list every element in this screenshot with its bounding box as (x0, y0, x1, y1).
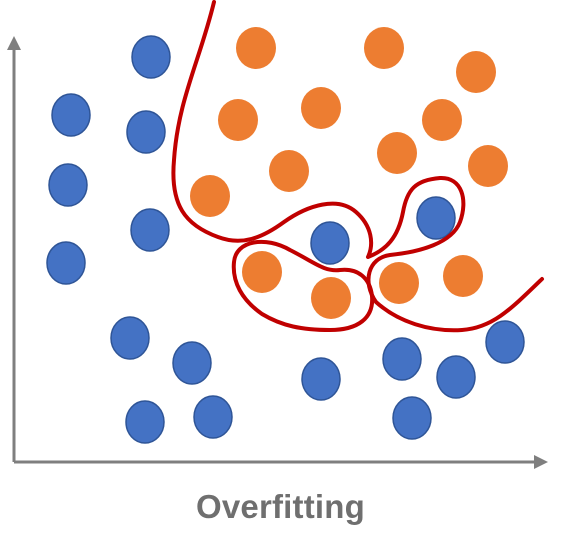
blue-point (310, 221, 350, 265)
blue-point (46, 241, 86, 285)
blue-point (485, 320, 525, 364)
orange-point (311, 277, 351, 319)
blue-point (392, 396, 432, 440)
blue-point (382, 337, 422, 381)
x-axis-arrow (534, 455, 548, 469)
y-axis-arrow (7, 36, 21, 50)
orange-point (379, 262, 419, 304)
blue-point (130, 208, 170, 252)
blue-point (131, 35, 171, 79)
orange-point (242, 251, 282, 293)
blue-point (416, 196, 456, 240)
blue-point (126, 110, 166, 154)
boundary-main-curve (171, 0, 544, 333)
orange-point (218, 99, 258, 141)
orange-point (377, 132, 417, 174)
class-a-points (46, 35, 525, 444)
orange-point (456, 51, 496, 93)
decision-boundary (171, 0, 544, 333)
orange-point (364, 27, 404, 69)
blue-point (172, 341, 212, 385)
blue-point (125, 400, 165, 444)
blue-point (436, 355, 476, 399)
axes (7, 36, 548, 469)
orange-point (190, 175, 230, 217)
boundary-island-loop (231, 240, 375, 332)
blue-point (301, 357, 341, 401)
class-b-points (190, 27, 508, 319)
orange-point (422, 99, 462, 141)
blue-point (193, 395, 233, 439)
figure-caption: Overfitting (195, 488, 366, 525)
orange-point (269, 150, 309, 192)
orange-point (236, 27, 276, 69)
orange-point (443, 255, 483, 297)
orange-point (468, 145, 508, 187)
blue-point (48, 163, 88, 207)
blue-point (51, 93, 91, 137)
blue-point (110, 316, 150, 360)
orange-point (301, 87, 341, 129)
